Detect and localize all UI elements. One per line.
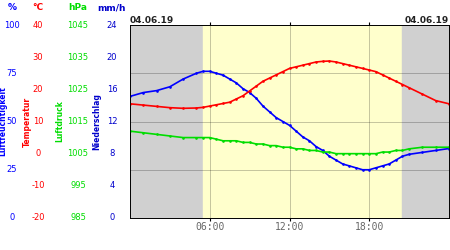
Text: 4: 4: [109, 181, 115, 190]
Text: 0: 0: [36, 149, 40, 158]
Text: 10: 10: [33, 117, 43, 126]
Text: Temperatur: Temperatur: [22, 96, 32, 146]
Text: 24: 24: [107, 20, 117, 30]
Text: 30: 30: [33, 53, 43, 62]
Bar: [402, 25, 449, 218]
Text: 100: 100: [4, 20, 20, 30]
Text: 04.06.19: 04.06.19: [130, 16, 174, 25]
Text: -10: -10: [31, 181, 45, 190]
Text: -20: -20: [31, 214, 45, 222]
Text: Luftdruck: Luftdruck: [55, 100, 64, 142]
Text: 0: 0: [9, 214, 14, 222]
Text: 75: 75: [7, 69, 17, 78]
Text: 20: 20: [107, 53, 117, 62]
Text: 25: 25: [7, 165, 17, 174]
Text: 995: 995: [70, 181, 86, 190]
Text: hPa: hPa: [68, 4, 87, 13]
Text: 1045: 1045: [68, 20, 89, 30]
Text: 8: 8: [109, 149, 115, 158]
Text: 0: 0: [109, 214, 115, 222]
Text: Luftfeuchtigkeit: Luftfeuchtigkeit: [0, 87, 8, 156]
Text: 1025: 1025: [68, 85, 89, 94]
Bar: [203, 25, 402, 218]
Text: 40: 40: [33, 20, 43, 30]
Bar: [130, 25, 203, 218]
Text: 04.06.19: 04.06.19: [405, 16, 449, 25]
Text: 12: 12: [107, 117, 117, 126]
Text: Niederschlag: Niederschlag: [93, 93, 102, 150]
Text: mm/h: mm/h: [98, 4, 126, 13]
Text: %: %: [8, 4, 17, 13]
Text: 16: 16: [107, 85, 117, 94]
Text: 1015: 1015: [68, 117, 89, 126]
Text: °C: °C: [32, 4, 44, 13]
Text: 1005: 1005: [68, 149, 89, 158]
Text: 985: 985: [70, 214, 86, 222]
Text: 1035: 1035: [68, 53, 89, 62]
Text: 50: 50: [7, 117, 17, 126]
Text: 20: 20: [33, 85, 43, 94]
